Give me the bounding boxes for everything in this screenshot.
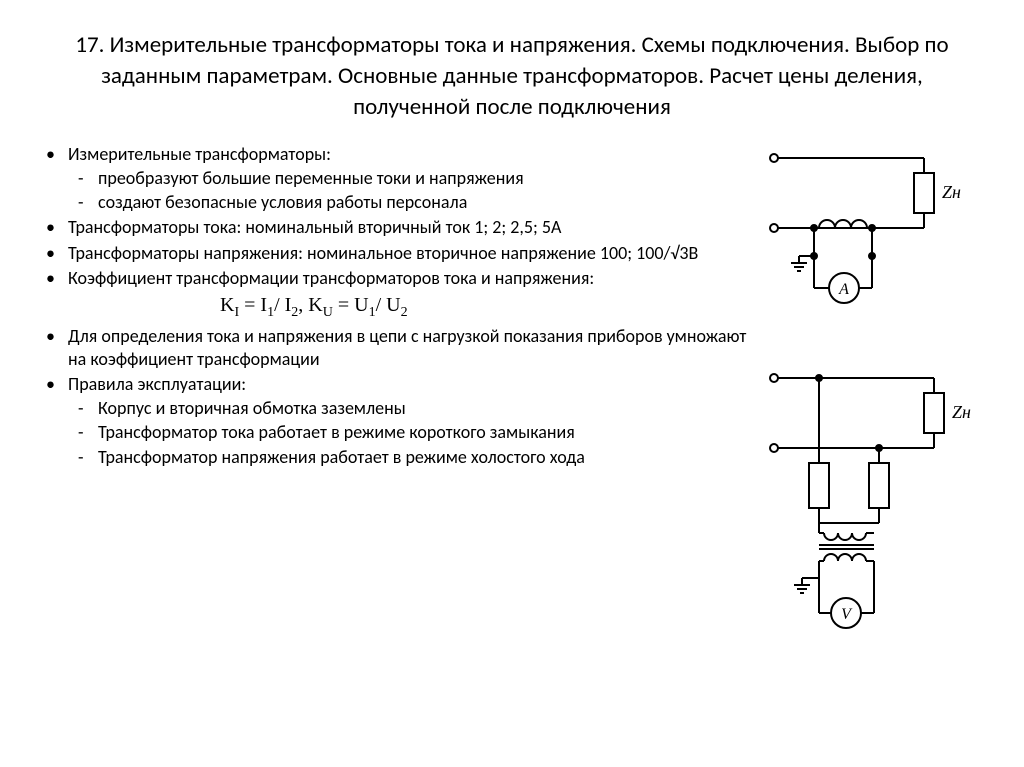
bullet-text: Измерительные трансформаторы: [68, 143, 331, 165]
sub-bullet: Трансформатор тока работает в режиме кор… [68, 421, 749, 444]
content-row: Измерительные трансформаторы: преобразую… [40, 143, 984, 643]
sub-bullet: преобразуют большие переменные токи и на… [68, 167, 749, 190]
current-transformer-diagram: Zн A [764, 143, 974, 313]
page-title: 17. Измерительные трансформаторы тока и … [40, 30, 984, 123]
bullet-item: Для определения тока и напряжения в цепи… [40, 325, 749, 372]
bullet-text: Правила эксплуатации: [68, 373, 246, 395]
sub-bullet: Трансформатор напряжения работает в режи… [68, 446, 749, 469]
bullet-item: Трансформаторы тока: номинальный вторичн… [40, 216, 749, 239]
ammeter-label: A [838, 281, 849, 298]
load-label: Zн [942, 182, 961, 202]
diagram-column: Zн A [749, 143, 984, 643]
voltage-transformer-diagram: Zн V [764, 363, 974, 643]
sub-bullet: Корпус и вторичная обмотка заземлены [68, 397, 749, 420]
bullet-item: Трансформаторы напряжения: номинальное в… [40, 242, 749, 265]
load-label: Zн [952, 402, 971, 422]
bullet-item: Коэффициент трансформации трансформаторо… [40, 267, 749, 290]
text-column: Измерительные трансформаторы: преобразую… [40, 143, 749, 643]
bullet-item: Правила эксплуатации: Корпус и вторичная… [40, 373, 749, 469]
bullet-item: Измерительные трансформаторы: преобразую… [40, 143, 749, 214]
sub-bullet: создают безопасные условия работы персон… [68, 191, 749, 214]
formula: KI = I1/ I2, KU = U1/ U2 [40, 292, 749, 322]
